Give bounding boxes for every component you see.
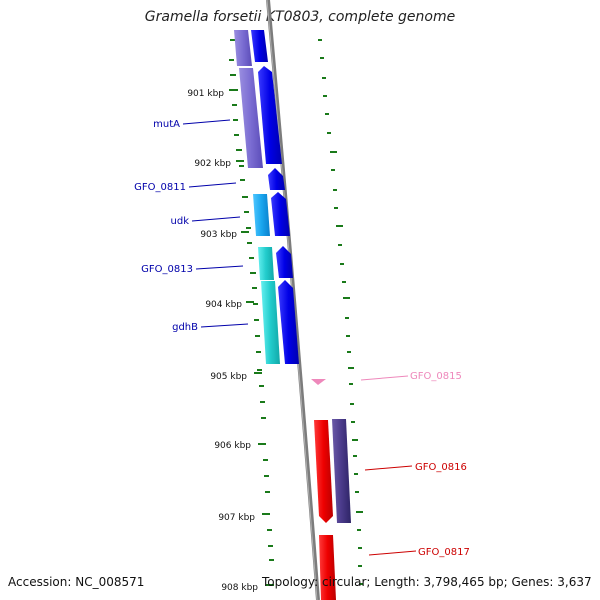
kbp-label-902: 902 kbp [194, 159, 231, 169]
forward-cds-track [251, 30, 299, 364]
feature-inner-track [234, 30, 280, 364]
gene-label-GFO_0815[interactable]: GFO_0815 [410, 371, 462, 382]
cds-forward-mutA[interactable] [258, 66, 282, 164]
kbp-label-906: 906 kbp [214, 441, 251, 451]
kbp-ruler [229, 89, 274, 586]
feature-dark-GFO_0816[interactable] [332, 419, 351, 523]
gene-label-GFO_0817[interactable]: GFO_0817 [418, 547, 470, 558]
reverse-cds-track [314, 419, 351, 600]
gene-labels: mutA GFO_0811 udk GFO_0813 gdhB GFO_0815… [134, 119, 470, 558]
feature-cyan-GFO_0813[interactable] [258, 247, 274, 280]
gene-label-udk[interactable]: udk [171, 216, 190, 227]
cds-forward-GFO_0811[interactable] [268, 168, 285, 190]
cds-forward-top[interactable] [251, 30, 268, 62]
accession-text: Accession: NC_008571 [8, 575, 145, 589]
map-title: Gramella forsetii KT0803, complete genom… [144, 9, 456, 25]
feature-cyan-gdhB[interactable] [261, 281, 280, 364]
gene-label-gdhB[interactable]: gdhB [172, 322, 198, 333]
gc-skew-outer-track [318, 39, 363, 585]
kbp-label-907: 907 kbp [218, 513, 255, 523]
genome-summary-text: Topology: circular; Length: 3,798,465 bp… [262, 575, 592, 589]
kbp-label-901: 901 kbp [187, 89, 224, 99]
kbp-label-908: 908 kbp [221, 583, 258, 593]
cds-forward-udk[interactable] [271, 192, 290, 236]
kbp-label-903: 903 kbp [200, 230, 237, 240]
gene-label-mutA[interactable]: mutA [153, 119, 180, 130]
cds-reverse-GFO_0816[interactable] [314, 420, 333, 523]
feature-purple-top[interactable] [234, 30, 252, 66]
gene-label-GFO_0816[interactable]: GFO_0816 [415, 462, 467, 473]
kbp-labels: 901 kbp 902 kbp 903 kbp 904 kbp 905 kbp … [187, 89, 258, 593]
feature-purple-mutA[interactable] [239, 68, 263, 168]
gene-label-GFO_0811[interactable]: GFO_0811 [134, 182, 186, 193]
cds-reverse-GFO_0817[interactable] [319, 535, 336, 600]
genome-backbone [266, 0, 320, 600]
feature-pink-GFO_0815[interactable] [311, 379, 326, 385]
cds-forward-gdhB[interactable] [278, 280, 299, 364]
kbp-label-904: 904 kbp [205, 300, 242, 310]
gene-label-GFO_0813[interactable]: GFO_0813 [141, 264, 193, 275]
cds-forward-GFO_0813[interactable] [276, 246, 293, 278]
gene-label-leaders [182, 119, 417, 556]
feature-cyan-udk[interactable] [253, 194, 270, 236]
kbp-label-905: 905 kbp [210, 372, 247, 382]
